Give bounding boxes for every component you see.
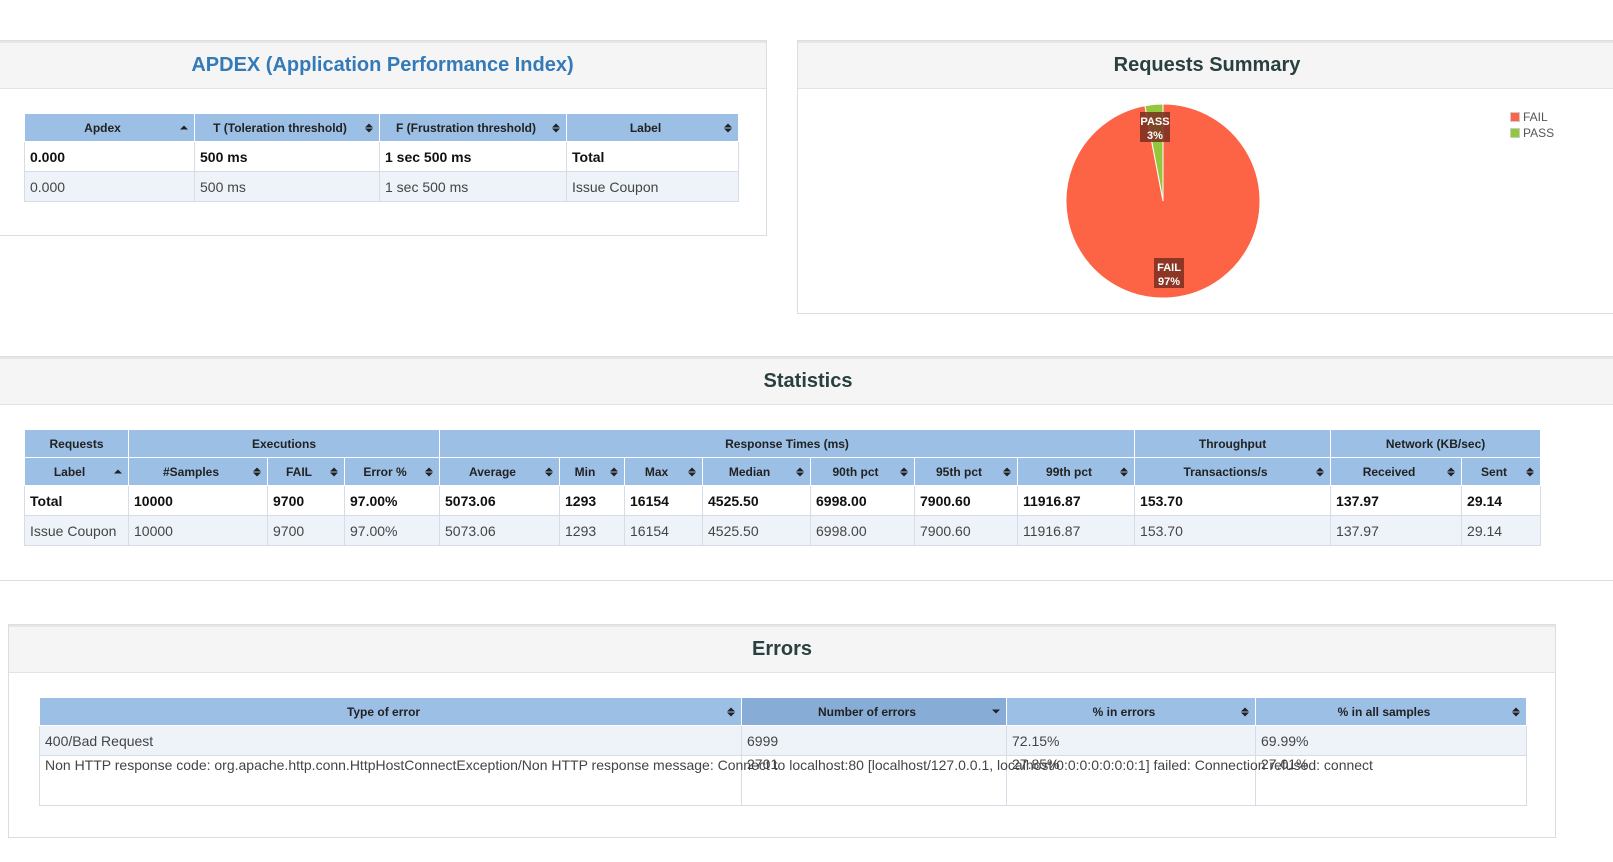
group-requests: Requests [24,429,129,458]
sort-both-icon [900,466,908,477]
stats-col-95th-pct[interactable]: 95th pct [914,457,1018,486]
stats-col-error[interactable]: Error % [344,457,440,486]
sort-both-icon [330,466,338,477]
legend-swatch-fail [1510,112,1520,122]
sort-both-icon [253,466,261,477]
stats-col-max[interactable]: Max [624,457,703,486]
sort-both-icon [1447,466,1456,477]
table-row: 0.000 500 ms 1 sec 500 ms Issue Coupon [24,171,739,202]
sort-both-icon [1241,706,1249,717]
group-network: Network (KB/sec) [1330,429,1542,458]
stats-col-received[interactable]: Received [1330,457,1463,486]
legend-item-fail[interactable]: FAIL [1510,109,1554,125]
group-response-times: Response Times (ms) [438,429,1136,458]
apdex-col-label[interactable]: Label [566,113,739,142]
chart-legend: FAIL PASS [1510,109,1554,141]
sort-asc-icon [114,466,122,477]
stats-col-average[interactable]: Average [439,457,560,486]
sort-both-icon [1003,466,1011,477]
errors-table: Type of error Number of errors % in erro… [39,697,1527,806]
stats-col-sent[interactable]: Sent [1461,457,1542,486]
legend-swatch-pass [1510,128,1520,138]
group-throughput: Throughput [1134,429,1332,458]
pie-label-name-fail: FAIL [1157,262,1181,274]
stats-col-median[interactable]: Median [702,457,811,486]
sort-both-icon [724,122,732,133]
sort-both-icon [1120,466,1129,477]
stats-col-99th-pct[interactable]: 99th pct [1016,457,1136,486]
table-row: 400/Bad Request 6999 72.15% 69.99% [39,725,1527,756]
apdex-col-apdex[interactable]: Apdex [24,113,195,142]
sort-both-icon [796,466,804,477]
errors-col-type[interactable]: Type of error [39,697,742,726]
sort-both-icon [688,466,696,477]
apdex-table: Apdex T (Toleration threshold) F (Frustr… [24,113,739,202]
stats-col-samples[interactable]: #Samples [128,457,268,486]
sort-both-icon [610,466,618,477]
apdex-panel: APDEX (Application Performance Index) Ap… [0,40,767,236]
statistics-panel: Statistics Requests Executions Response … [0,356,1613,581]
legend-item-pass[interactable]: PASS [1510,125,1554,141]
stats-col-min[interactable]: Min [559,457,625,486]
apdex-col-frustration[interactable]: F (Frustration threshold) [379,113,567,142]
sort-both-icon [1512,706,1520,717]
errors-col-number[interactable]: Number of errors [741,697,1007,726]
sort-both-icon [1526,466,1535,477]
stats-col-90th-pct[interactable]: 90th pct [810,457,915,486]
requests-summary-title: Requests Summary [798,41,1613,89]
errors-col-pct-errors[interactable]: % in errors [1006,697,1256,726]
sort-both-icon [1316,466,1325,477]
requests-pie-chart: FAIL 97% PASS 3% [1065,103,1261,299]
pie-slice-fail[interactable] [1065,103,1261,299]
stats-col-fail[interactable]: FAIL [267,457,345,486]
table-row: Non HTTP response code: org.apache.http.… [39,755,1527,806]
sort-both-icon [727,706,735,717]
sort-both-icon [545,466,553,477]
table-row: Total 10000 9700 97.00% 5073.06 1293 16154 4525… [24,485,1542,516]
pie-label-percent-pass: 3% [1147,130,1163,142]
group-executions: Executions [128,429,440,458]
sort-both-icon [365,122,373,133]
stats-col-label[interactable]: Label [24,457,129,486]
sort-both-icon [425,466,433,477]
errors-panel: Errors Type of error Number of errors % … [8,624,1556,838]
sort-desc-icon [992,706,1000,717]
sort-both-icon [552,122,560,133]
sort-asc-icon [180,122,188,133]
errors-col-pct-samples[interactable]: % in all samples [1255,697,1527,726]
statistics-table: Requests Executions Response Times (ms) … [24,429,1542,546]
pie-label-name-pass: PASS [1140,116,1169,128]
stats-col-transactions-s[interactable]: Transactions/s [1134,457,1332,486]
errors-title: Errors [9,625,1555,673]
requests-summary-panel: Requests Summary FAIL 97% PASS 3% FAIL PASS [797,40,1613,314]
statistics-title: Statistics [0,357,1613,405]
pie-label-bg-fail [1154,258,1184,288]
table-row: Issue Coupon 10000 9700 97.00% 5073.06 1293 16… [24,515,1542,546]
table-row: 0.000 500 ms 1 sec 500 ms Total [24,141,739,172]
pie-label-bg-pass [1140,112,1170,142]
apdex-col-toleration[interactable]: T (Toleration threshold) [194,113,380,142]
pie-label-percent-fail: 97% [1158,276,1180,288]
apdex-title: APDEX (Application Performance Index) [0,41,766,89]
